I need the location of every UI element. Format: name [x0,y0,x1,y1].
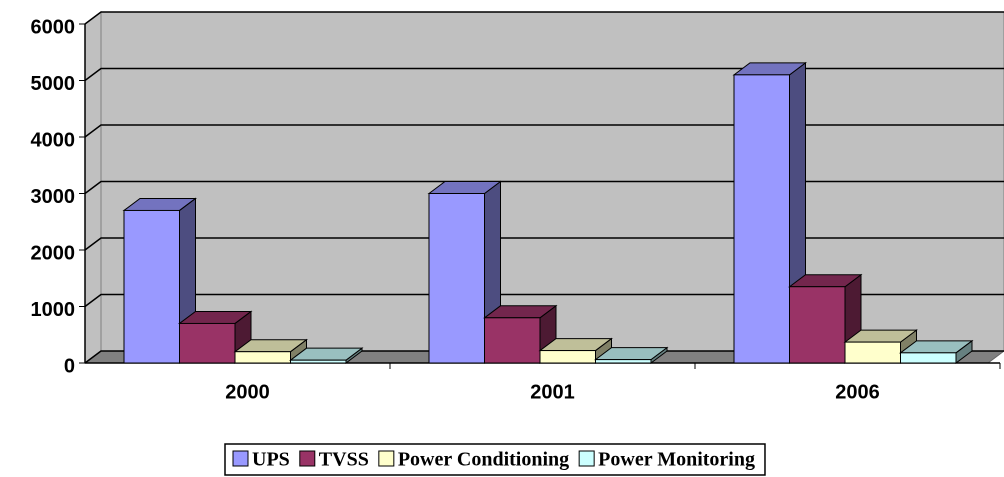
y-tick-label: 4000 [31,129,76,151]
legend-swatch [578,450,595,467]
legend-label: Power Monitoring [598,449,755,471]
bar [289,347,364,364]
legend-label: UPS [252,449,290,471]
legend: UPS TVSS Power Conditioning Power Monitorin… [224,443,766,476]
legend-swatch [232,450,249,467]
y-tick-label: 5000 [31,73,76,95]
y-tick-label: 2000 [31,242,76,264]
grid-line [84,350,1004,364]
bar [427,180,502,364]
bar-front [428,193,485,364]
bar-front [290,359,347,364]
bar-front [595,359,652,364]
grid-line [84,293,1004,308]
bar-front [789,286,846,364]
legend-swatch [378,450,395,467]
grid-line [84,67,1004,82]
x-tick-label: 2001 [530,381,575,403]
bar-front [844,341,901,364]
bar [594,346,669,364]
grid-line [84,124,1004,138]
y-tick-label: 3000 [31,186,76,208]
legend-label: Power Conditioning [398,449,569,471]
grid-line [84,237,1004,251]
grid-line [84,11,1004,25]
bar-front [900,352,957,364]
bar [899,339,974,364]
bar-front [733,74,790,364]
bar [178,310,253,364]
bar [122,197,197,364]
legend-label: TVSS [319,449,369,471]
x-tick-label: 2000 [225,381,270,403]
y-tick-label: 0 [64,355,75,377]
bar-front [234,351,291,364]
legend-swatch [299,450,316,467]
y-tick-label: 6000 [31,16,76,38]
bar-front [123,209,180,364]
y-tick-label: 1000 [31,299,76,321]
bar [538,337,613,364]
bar-front [484,317,541,364]
bar-front [179,322,236,364]
bar-front [539,350,596,364]
x-tick-label: 2006 [835,381,880,403]
grid-line [84,180,1004,195]
